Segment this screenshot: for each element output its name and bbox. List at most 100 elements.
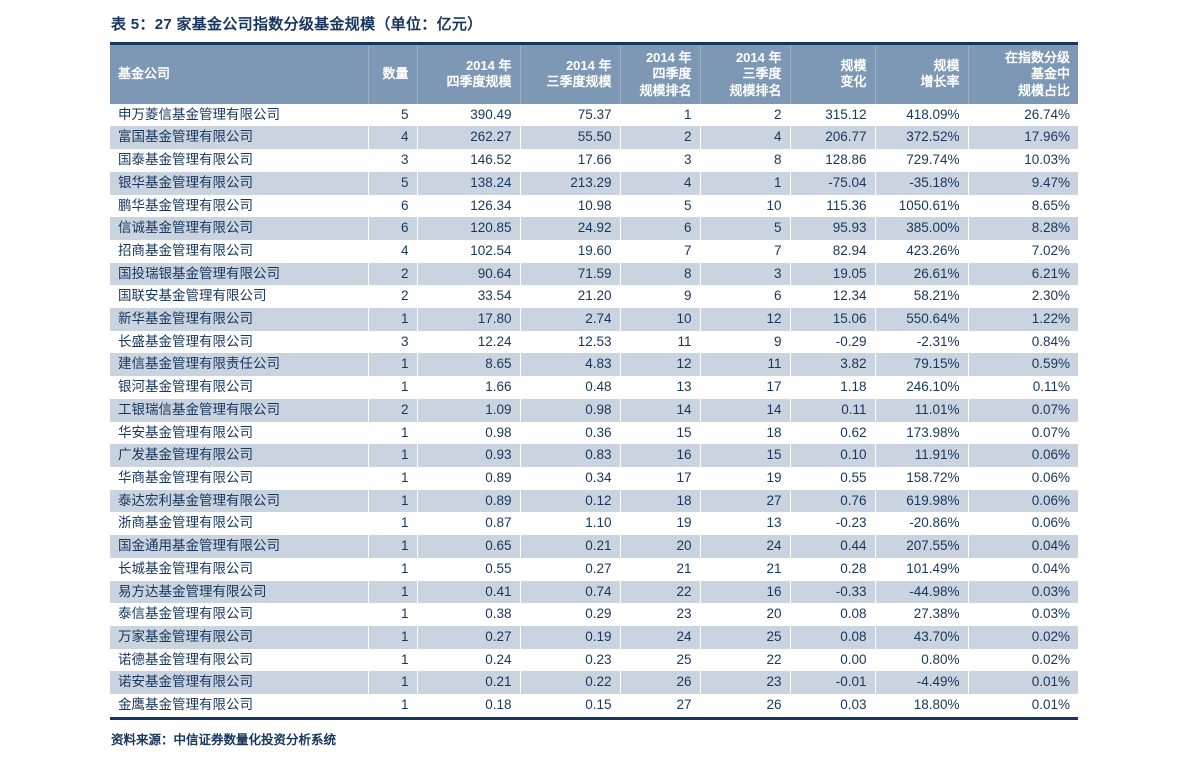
value-cell: 9.47% [967,171,1078,195]
table-title: 表 5：27 家基金公司指数分级基金规模（单位：亿元） [111,16,483,33]
table-row: 国金通用基金管理有限公司 1 0.65 0.21 20 24 0.44 207.55% 0.04… [110,535,1078,558]
table-row: 长城基金管理有限公司 1 0.55 0.27 21 21 0.28 101.49% 0.04% [110,557,1078,581]
value-cell: 2.74 [519,308,620,331]
value-cell: 1 [367,467,417,490]
header-2014q3-rank: 2014 年 三季度 规模排名 [699,43,790,104]
value-cell: 6 [367,217,417,240]
header-row: 基金公司 数量 2014 年 四季度规模 2014 年 三季度规模 2014 年… [110,43,1078,104]
fund-company-cell: 建信基金管理有限责任公司 [110,353,368,377]
value-cell: 0.22 [519,671,620,695]
value-cell: 0.18 [416,694,520,719]
value-cell: 1.66 [416,376,520,399]
value-cell: 17.66 [519,149,620,172]
table-row: 诺安基金管理有限公司 1 0.21 0.22 26 23 -0.01 -4.49% 0.01% [110,671,1078,695]
value-cell: 1 [367,535,417,558]
fund-company-cell: 银河基金管理有限公司 [118,379,253,395]
value-cell: 1 [367,603,417,626]
table-row: 招商基金管理有限公司 4 102.54 19.60 7 7 82.94 423.26% 7.02… [110,239,1078,263]
value-cell: 24.92 [519,217,620,240]
value-cell: 0.12 [519,489,620,513]
value-cell: 12 [619,353,700,377]
value-cell: 0.07% [967,421,1078,445]
table-row: 富国基金管理有限公司 4 262.27 55.50 2 4 206.77 372.52% 17.… [110,126,1078,150]
table-body: 申万菱信基金管理有限公司 5 390.49 75.37 1 2 315.12 418.09% 2… [110,103,1078,719]
value-cell: 1 [367,671,417,695]
value-cell: 0.59% [967,353,1078,377]
value-cell: 26 [619,671,700,695]
value-cell: 550.64% [874,308,968,331]
value-cell: 262.27 [416,126,520,150]
value-cell: 19.60 [519,239,620,263]
value-cell: 10.03% [967,149,1078,172]
value-cell: 0.83 [519,444,620,467]
value-cell: 0.23 [519,648,620,672]
value-cell: 22 [619,580,700,604]
fund-company-cell: 华安基金管理有限公司 [118,424,253,440]
value-cell: 1 [367,376,417,399]
header-scale-change: 规模 变化 [789,43,875,104]
value-cell: -44.98% [874,580,968,604]
value-cell: 372.52% [874,126,968,150]
value-cell: 1 [367,512,417,536]
value-cell: 0.07% [967,398,1078,422]
fund-company-cell: 广发基金管理有限公司 [110,444,368,467]
value-cell: 0.80% [874,648,968,672]
header-fund-company: 基金公司 [110,43,368,104]
value-cell: 33.54 [416,285,520,309]
table-row: 泰达宏利基金管理有限公司 1 0.89 0.12 18 27 0.76 619.98% 0.06… [110,489,1078,513]
table-row: 泰信基金管理有限公司 1 0.38 0.29 23 20 0.08 27.38% 0.03% [110,603,1078,626]
value-cell: 16 [619,444,700,467]
value-cell: 21.20 [519,285,620,309]
value-cell: 10 [619,308,700,331]
value-cell: 90.64 [416,262,520,286]
value-cell: 5 [367,171,417,195]
value-cell: 17.80 [416,308,520,331]
value-cell: 146.52 [416,149,520,172]
header-scale-share: 在指数分级 基金中 规模占比 [967,43,1078,104]
value-cell: 0.87 [416,512,520,536]
header-2014q4-rank: 2014 年 四季度 规模排名 [619,43,700,104]
value-cell: 423.26% [874,239,968,263]
value-cell: 22 [699,648,790,672]
value-cell: -20.86% [874,512,968,536]
value-cell: 207.55% [874,535,968,558]
table-row: 万家基金管理有限公司 1 0.27 0.19 24 25 0.08 43.70% 0.02% [110,625,1078,649]
fund-scale-table: 基金公司 数量 2014 年 四季度规模 2014 年 三季度规模 2014 年… [110,42,1078,720]
table-row: 国投瑞银基金管理有限公司 2 90.64 71.59 8 3 19.05 26.61% 6.21… [110,262,1078,286]
value-cell: 2 [699,103,790,127]
fund-company-cell: 泰达宏利基金管理有限公司 [110,489,368,513]
value-cell: 246.10% [874,376,968,399]
value-cell: 2 [367,285,417,309]
value-cell: 8 [699,149,790,172]
fund-company-cell: 国投瑞银基金管理有限公司 [110,262,368,286]
value-cell: 0.38 [416,603,520,626]
value-cell: 0.19 [519,625,620,649]
table-row: 国泰基金管理有限公司 3 146.52 17.66 3 8 128.86 729.74% 10.… [110,149,1078,172]
value-cell: -2.31% [874,330,968,354]
value-cell: 6 [699,285,790,309]
table-row: 银河基金管理有限公司 1 1.66 0.48 13 17 1.18 246.10% 0.11% [110,376,1078,399]
value-cell: 0.06% [967,489,1078,513]
value-cell: 14 [619,398,700,422]
value-cell: 0.01% [967,671,1078,695]
value-cell: 0.06% [967,467,1078,490]
value-cell: -0.23 [789,512,875,536]
value-cell: 0.84% [967,330,1078,354]
value-cell: 14 [699,398,790,422]
fund-company-cell: 工银瑞信基金管理有限公司 [110,398,368,422]
table-row: 申万菱信基金管理有限公司 5 390.49 75.37 1 2 315.12 418.09% 2… [110,103,1078,127]
table-row: 银华基金管理有限公司 5 138.24 213.29 4 1 -75.04 -35.18% 9.… [110,171,1078,195]
value-cell: 101.49% [874,557,968,581]
value-cell: 1.09 [416,398,520,422]
value-cell: 1 [699,171,790,195]
table-row: 信诚基金管理有限公司 6 120.85 24.92 6 5 95.93 385.00% 8.28… [110,217,1078,240]
fund-company-cell: 信诚基金管理有限公司 [110,217,368,240]
table-row: 易方达基金管理有限公司 1 0.41 0.74 22 16 -0.33 -44.98% 0.03… [110,580,1078,604]
value-cell: 3 [367,330,417,354]
value-cell: 0.03% [967,603,1078,626]
header-2014q3-scale: 2014 年 三季度规模 [519,43,620,104]
value-cell: 19 [699,467,790,490]
value-cell: 0.11 [789,398,875,422]
value-cell: 6.21% [967,262,1078,286]
value-cell: -35.18% [874,171,968,195]
